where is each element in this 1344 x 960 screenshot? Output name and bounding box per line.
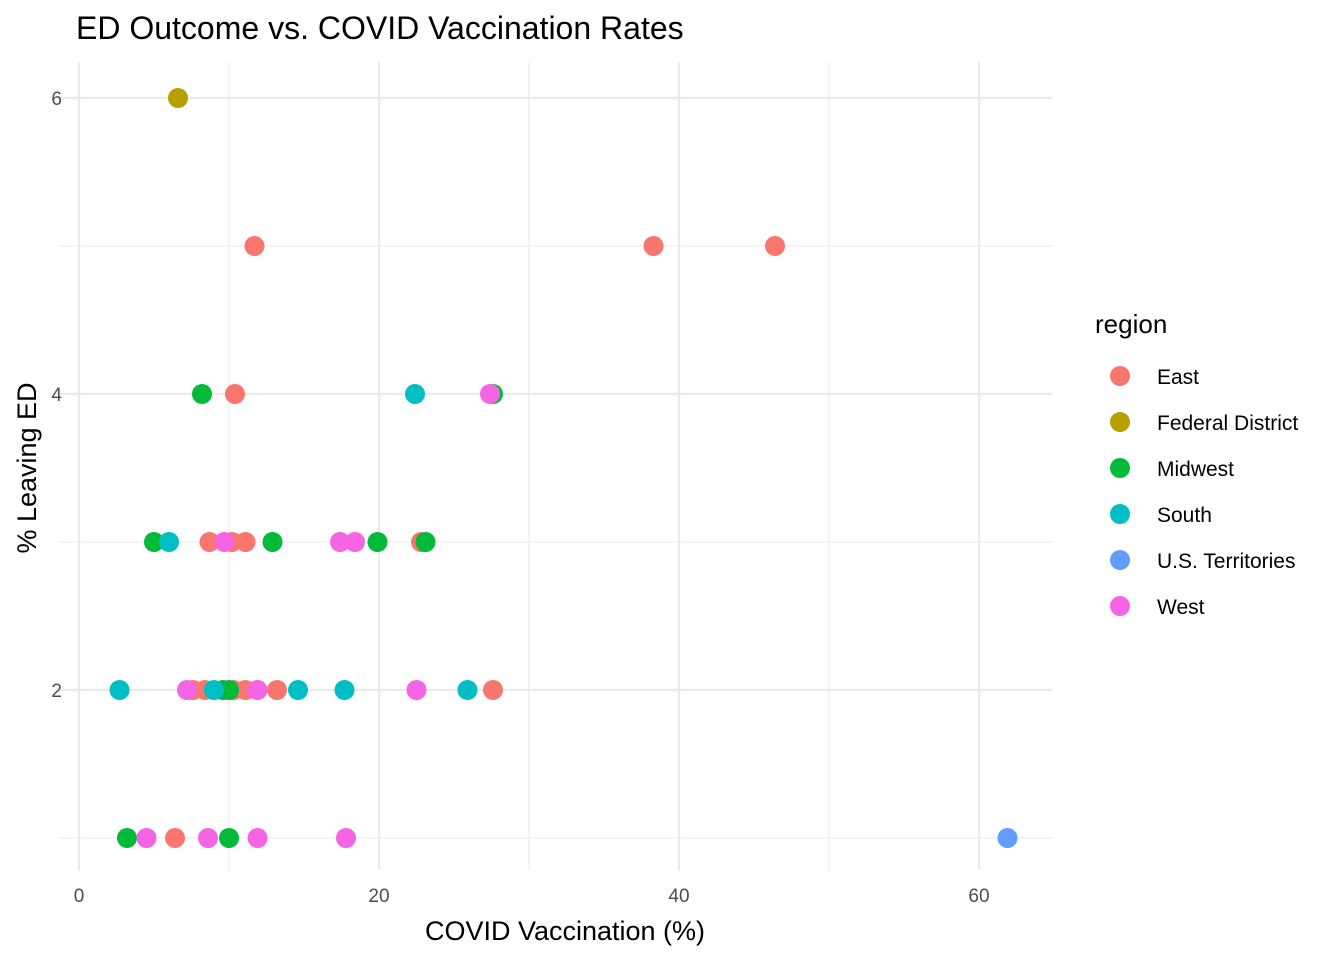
legend-key (1110, 596, 1130, 616)
data-point (192, 384, 212, 404)
data-point (117, 828, 137, 848)
data-point (214, 532, 235, 552)
data-point (225, 384, 245, 404)
chart-title: ED Outcome vs. COVID Vaccination Rates (76, 10, 684, 46)
data-point (136, 828, 157, 848)
legend-label: Midwest (1157, 458, 1234, 481)
data-point (199, 532, 220, 552)
data-point (219, 828, 239, 848)
grid-lines (60, 62, 1052, 870)
data-point (406, 680, 427, 700)
y-tick-label: 6 (51, 89, 62, 110)
legend-label: Federal District (1157, 412, 1298, 435)
data-point (165, 828, 185, 848)
y-tick-label: 4 (51, 385, 62, 406)
legend-key (1110, 504, 1130, 524)
data-point (204, 680, 224, 700)
x-tick-label: 0 (74, 886, 85, 907)
x-tick-label: 20 (368, 886, 389, 907)
y-tick-label: 2 (51, 681, 62, 702)
x-axis-title: COVID Vaccination (%) (425, 916, 705, 946)
data-points (109, 88, 1018, 848)
data-point (765, 236, 785, 256)
legend-key (1110, 550, 1130, 570)
data-point (144, 532, 164, 552)
data-point (168, 88, 188, 108)
data-point (235, 532, 256, 552)
data-point (267, 680, 287, 700)
legend-label: West (1157, 596, 1205, 619)
data-point (177, 680, 197, 700)
data-point (457, 680, 478, 700)
legend-key (1110, 458, 1130, 478)
x-tick-label: 40 (668, 886, 689, 907)
data-point (219, 680, 239, 700)
data-point (288, 680, 308, 700)
y-axis-ticks: 2 4 6 (51, 89, 62, 702)
legend-title: region (1095, 309, 1167, 339)
data-point (405, 384, 425, 404)
x-tick-label: 60 (968, 886, 989, 907)
data-point (159, 532, 179, 552)
data-point (480, 384, 500, 404)
legend-label: South (1157, 504, 1212, 527)
legend-key (1110, 412, 1130, 432)
data-point (247, 828, 268, 848)
data-point (483, 680, 503, 700)
data-point (345, 532, 365, 552)
data-point (415, 532, 436, 552)
data-point (997, 828, 1018, 848)
data-point (334, 680, 355, 700)
data-point (336, 828, 356, 848)
legend-label: U.S. Territories (1157, 550, 1295, 573)
data-point (247, 680, 268, 700)
legend-label: East (1157, 366, 1199, 389)
data-point (643, 236, 664, 256)
y-axis-title: % Leaving ED (12, 382, 42, 553)
data-point (109, 680, 130, 700)
data-point (198, 828, 218, 848)
legend: region East Federal District Midwest South U… (1095, 309, 1298, 619)
data-point (367, 532, 388, 552)
legend-key (1110, 366, 1130, 386)
x-axis-ticks: 0 20 40 60 (74, 886, 990, 907)
data-point (262, 532, 283, 552)
data-point (244, 236, 265, 256)
data-point (330, 532, 350, 552)
